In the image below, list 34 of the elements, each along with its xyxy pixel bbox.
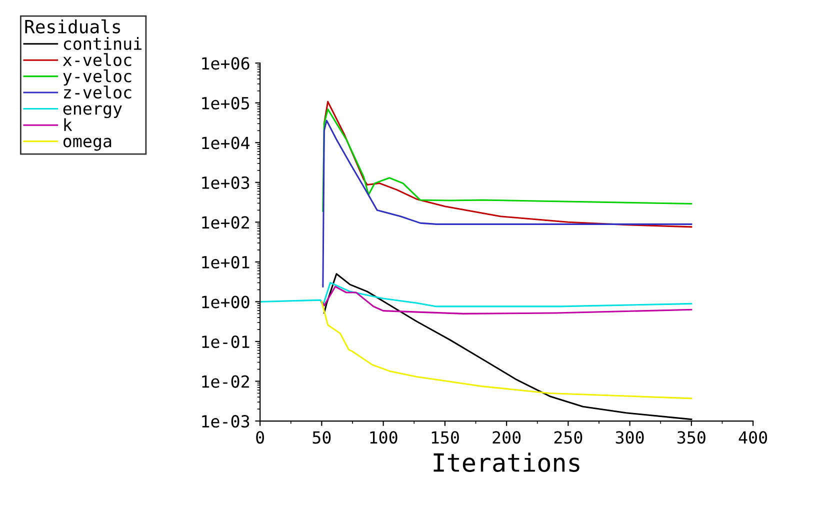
x-tick-label: 300 bbox=[616, 431, 644, 444]
x-tick-label: 350 bbox=[677, 431, 706, 444]
y-tick-label: 1e-01 bbox=[202, 335, 250, 348]
line-series bbox=[320, 286, 692, 314]
line-series bbox=[323, 100, 692, 228]
legend-label: energy bbox=[63, 105, 122, 118]
y-tick-label: 1e+03 bbox=[202, 176, 250, 190]
x-tick-label: 250 bbox=[554, 431, 582, 444]
y-tick-label: 1e+00 bbox=[202, 296, 250, 308]
x-tick-label: 150 bbox=[432, 431, 459, 444]
line-series bbox=[322, 108, 692, 212]
line-series bbox=[260, 282, 692, 308]
y-tick-label: 1e+01 bbox=[202, 256, 250, 269]
legend-label: k bbox=[64, 118, 72, 131]
y-tick-label: 1e+04 bbox=[202, 136, 250, 150]
legend-label: y-veloc bbox=[63, 69, 132, 86]
y-tick-label: 1e-02 bbox=[202, 375, 249, 388]
x-tick-label: 200 bbox=[492, 431, 521, 444]
line-series bbox=[322, 120, 692, 288]
y-tick-label: 1e+06 bbox=[202, 57, 250, 70]
legend-label: z-veloc bbox=[64, 86, 132, 99]
x-tick-label: 100 bbox=[370, 431, 398, 444]
y-tick-label: 1e+02 bbox=[202, 216, 249, 229]
x-axis-title: Iterations bbox=[434, 452, 580, 472]
x-tick-label: 50 bbox=[312, 431, 331, 444]
legend-label: x-veloc bbox=[62, 53, 132, 66]
y-tick-label: 1e+05 bbox=[202, 96, 250, 110]
y-tick-label: 1e-03 bbox=[202, 415, 250, 428]
legend-title: Residuals bbox=[25, 19, 120, 34]
x-tick-label: 0 bbox=[256, 431, 264, 444]
x-tick-label: 400 bbox=[738, 431, 768, 444]
legend-label: omega bbox=[63, 138, 112, 151]
line-series bbox=[320, 300, 692, 400]
legend-label: continui bbox=[64, 37, 142, 50]
